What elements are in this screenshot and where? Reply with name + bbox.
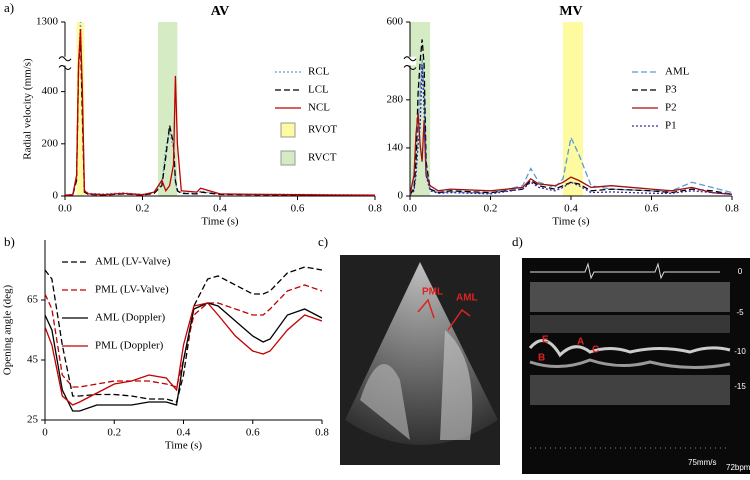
depth-label: -5: [736, 308, 744, 317]
y-tick-label: 65: [27, 294, 39, 306]
y-tick-label: 140: [387, 141, 404, 153]
mmode-label: C: [592, 345, 599, 356]
legend-label: PML (Doppler): [95, 340, 164, 352]
highlight-span: [158, 22, 178, 196]
legend-label: NCL: [308, 102, 330, 114]
depth-label: -10: [734, 347, 746, 356]
chart-title: AV: [211, 4, 229, 19]
legend-label: AML (Doppler): [95, 312, 165, 324]
legend-label: PML (LV-Valve): [95, 284, 169, 296]
legend-label: P3: [665, 84, 677, 96]
series-line: [64, 28, 376, 196]
series-line: [409, 58, 733, 195]
series-line: [409, 64, 733, 196]
series-line: [44, 266, 323, 403]
legend-label: RVOT: [308, 124, 337, 136]
legend-label: LCL: [308, 84, 329, 96]
x-tick-label: 0.2: [484, 203, 498, 215]
mmode-rate: 72bpm: [726, 463, 750, 472]
highlight-span: [76, 22, 85, 196]
y-axis-label: Opening angle (deg): [2, 284, 14, 375]
x-axis-label: Time (s): [165, 440, 203, 452]
y-tick-label: 1300: [36, 16, 59, 28]
mmode-label: B: [538, 353, 545, 364]
x-tick-label: 0.8: [725, 203, 739, 215]
x-axis-label: Time (s): [552, 216, 590, 228]
y-tick-label: 280: [387, 93, 404, 105]
x-tick-label: 0: [42, 427, 48, 439]
x-tick-label: 0.6: [291, 203, 305, 215]
x-tick-label: 0.6: [246, 427, 260, 439]
x-tick-label: 0.0: [58, 203, 72, 215]
panel-label: b): [4, 234, 15, 249]
axis-break: [404, 56, 416, 66]
mmode-speed: 75mm/s: [688, 458, 716, 467]
highlight-span: [410, 22, 431, 196]
legend-label: AML: [665, 66, 690, 78]
echo-label: AML: [456, 293, 478, 304]
x-tick-label: 0.6: [645, 203, 659, 215]
x-tick-label: 0.2: [136, 203, 150, 215]
legend-swatch: [280, 122, 296, 138]
x-tick-label: 0.4: [177, 427, 191, 439]
depth-label: -15: [734, 382, 746, 391]
x-tick-label: 0.4: [564, 203, 578, 215]
y-tick-label: 0: [53, 190, 59, 202]
panel-label: a): [4, 0, 14, 15]
mmode-label: A: [577, 337, 584, 348]
legend-label: P1: [665, 120, 677, 132]
series-line: [409, 113, 733, 195]
series-line: [44, 302, 323, 412]
y-axis-label: Radial velocity (mm/s): [22, 58, 34, 160]
x-tick-label: 0.0: [403, 203, 417, 215]
y-tick-label: 600: [387, 16, 404, 28]
mmode-label: E: [542, 335, 549, 346]
legend-label: RVCT: [308, 152, 337, 164]
y-tick-label: 25: [27, 414, 39, 426]
y-tick-label: 0: [398, 190, 404, 202]
legend-label: RCL: [308, 66, 330, 78]
highlight-span: [562, 22, 584, 196]
legend-label: AML (LV-Valve): [95, 256, 171, 268]
x-tick-label: 0.8: [315, 427, 329, 439]
series-line: [44, 302, 323, 406]
axis-break: [59, 56, 71, 66]
panel-label: d): [512, 234, 523, 249]
series-line: [64, 39, 376, 197]
legend-label: P2: [665, 102, 677, 114]
axis-break: [58, 56, 72, 70]
panel-label: c): [318, 234, 328, 249]
series-line: [409, 39, 733, 195]
x-axis-label: Time (s): [201, 216, 239, 228]
x-tick-label: 0.4: [213, 203, 227, 215]
y-tick-label: 45: [27, 354, 39, 366]
echo-label: PML: [422, 287, 443, 298]
axis-break: [403, 56, 417, 70]
series-line: [64, 21, 376, 196]
mmode-image: 0 -5 -10 -15 E A C B 75mm/s 72bpm: [522, 258, 750, 474]
x-tick-label: 0.8: [368, 203, 382, 215]
series-line: [44, 284, 323, 388]
depth-label: 0: [738, 267, 743, 276]
legend-swatch: [280, 150, 296, 166]
echo-image: PML AML: [340, 255, 500, 465]
chart-title: MV: [559, 4, 582, 19]
x-tick-label: 0.2: [107, 427, 121, 439]
y-tick-label: 400: [42, 85, 59, 97]
y-tick-label: 200: [42, 137, 59, 149]
